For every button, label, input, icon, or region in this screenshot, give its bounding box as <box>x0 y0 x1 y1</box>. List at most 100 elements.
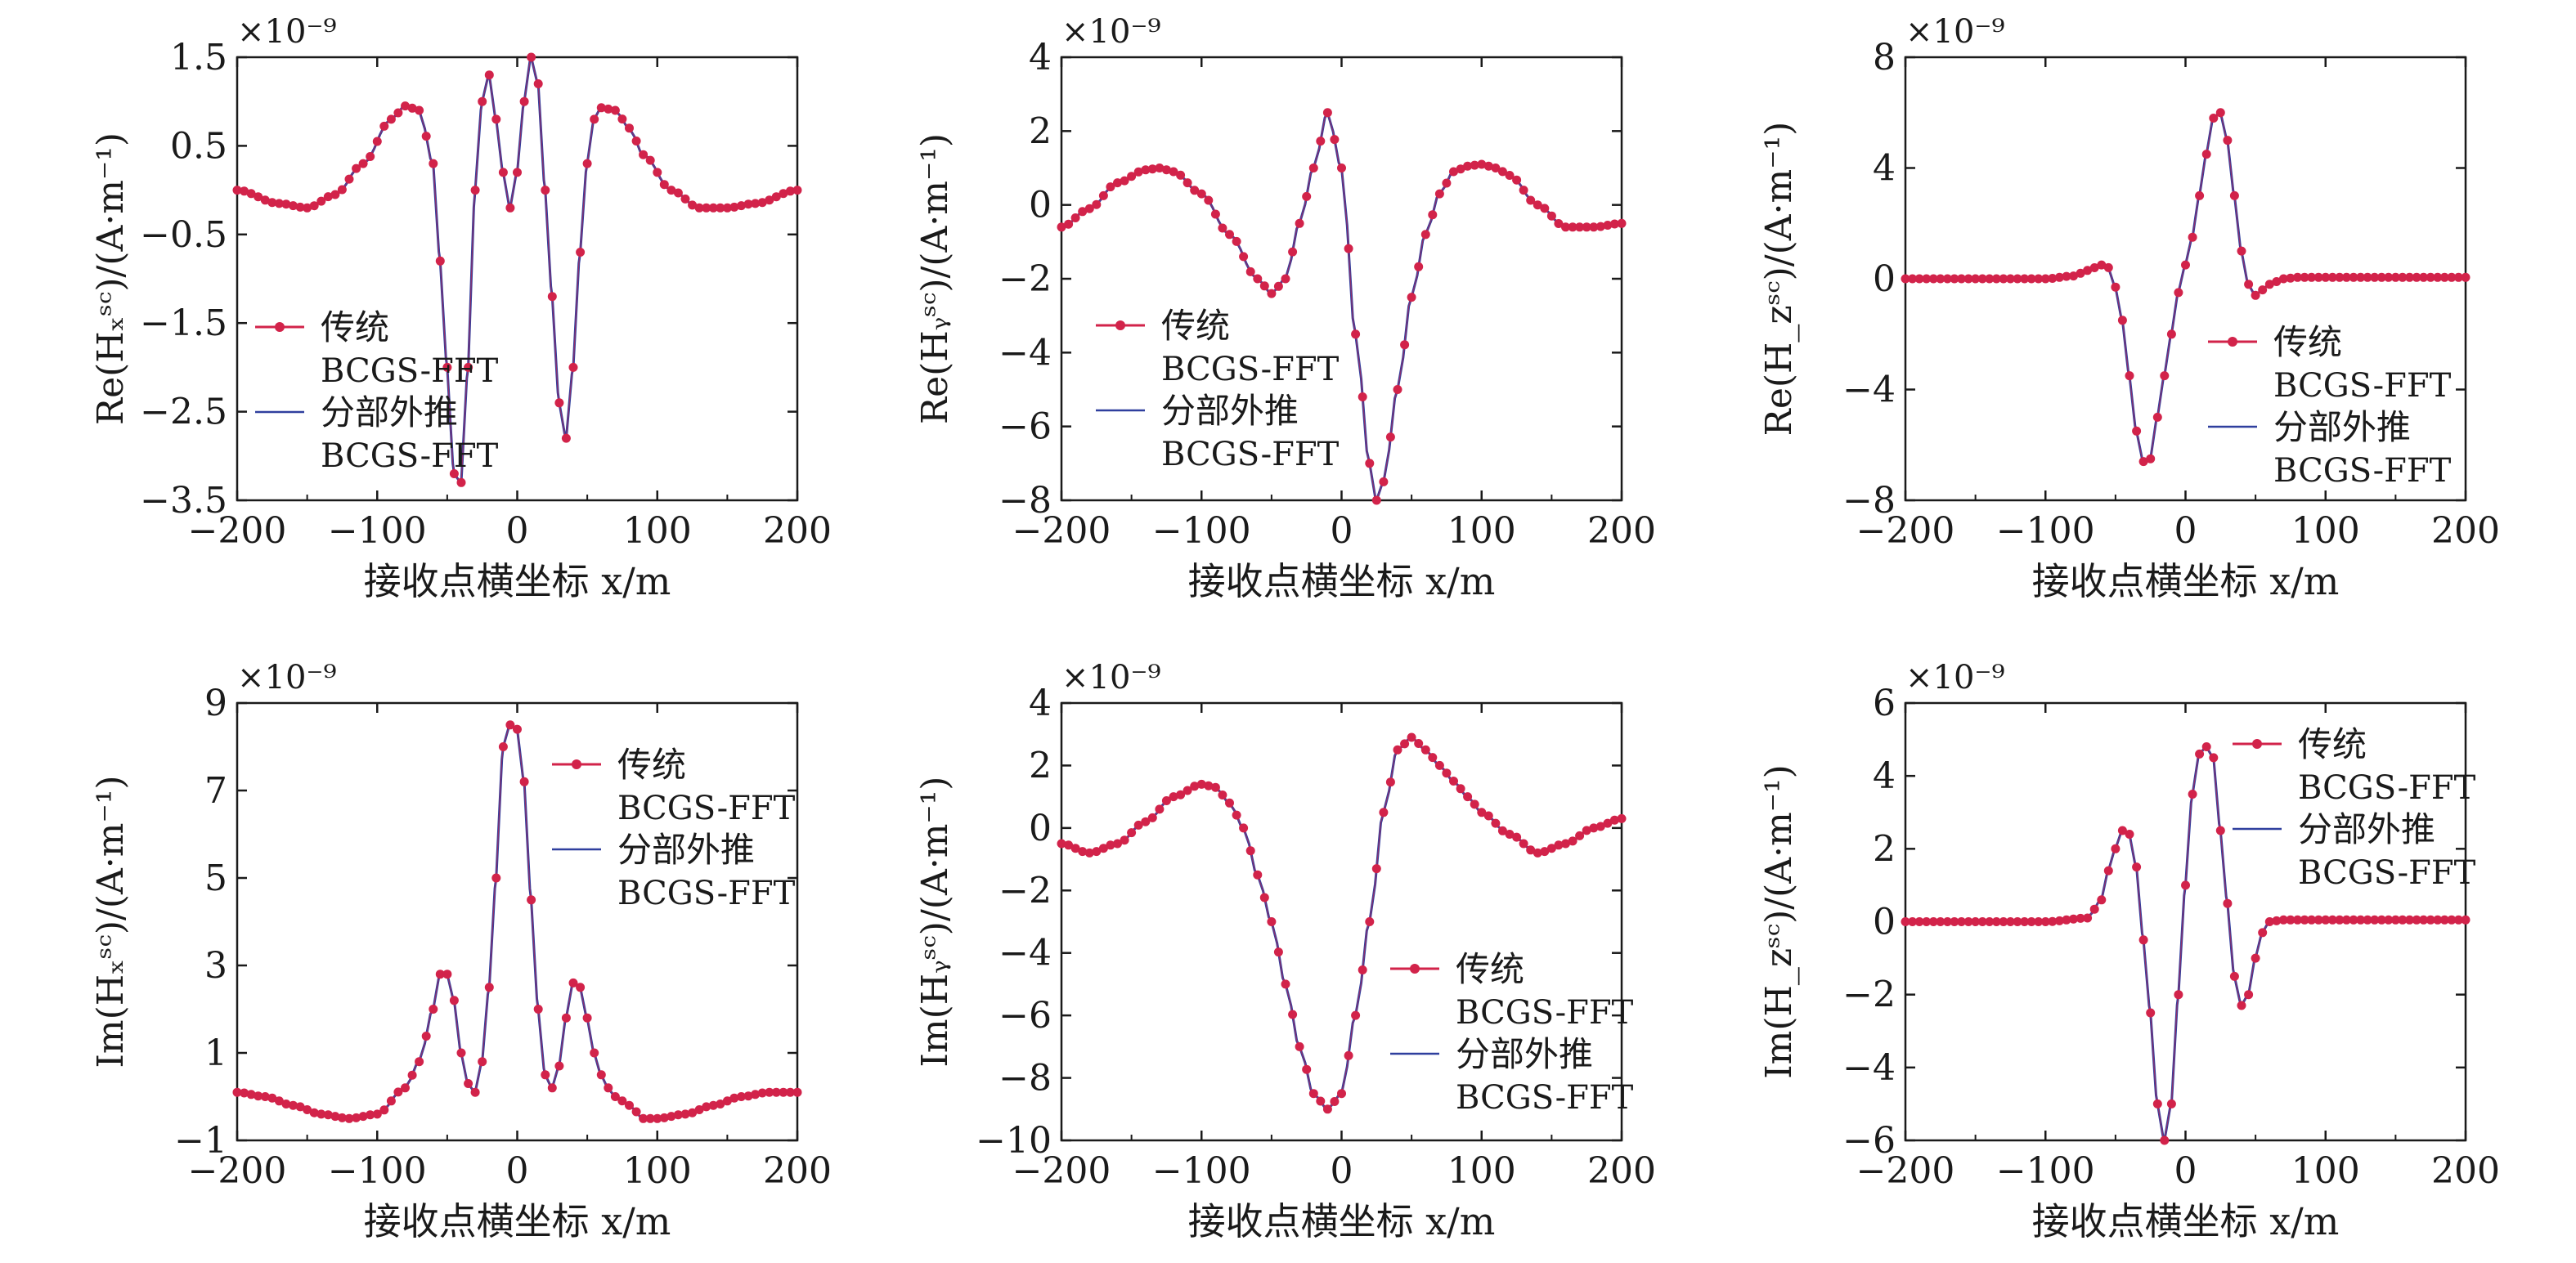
y-tick-label: 4 <box>1029 37 1052 78</box>
y-tick-label: 1.5 <box>170 37 227 78</box>
y-tick-label: −1 <box>174 1120 227 1162</box>
y-tick-label: 3 <box>204 945 227 987</box>
x-tick-label: −100 <box>328 1150 427 1192</box>
y-tick-label: 0 <box>1873 258 1896 300</box>
y-tick-label: 4 <box>1029 683 1052 724</box>
legend-label: 传统 <box>321 307 389 347</box>
legend-marker <box>1115 320 1125 330</box>
y-tick-label: −2 <box>1842 974 1896 1016</box>
y-tick-label: −2 <box>999 870 1052 911</box>
x-tick-label: 0 <box>1331 1150 1353 1192</box>
x-tick-label: −100 <box>1996 510 2095 552</box>
multiplier-label: ×10⁻⁹ <box>237 13 337 51</box>
y-tick-label: 4 <box>1873 755 1896 797</box>
series-line-traditional <box>1061 111 1622 502</box>
legend-label: 分部外推 <box>321 392 458 432</box>
multiplier-label: ×10⁻⁹ <box>1905 659 2005 696</box>
y-tick-label: 0 <box>1029 185 1052 226</box>
x-axis-label: 接收点横坐标 x/m <box>1188 559 1496 603</box>
legend-label: 分部外推 <box>2298 809 2435 849</box>
legend-label: BCGS-FFT <box>617 875 796 912</box>
legend-marker <box>2228 337 2237 347</box>
chart-panel-top-left: −200 −100 0 100 200 −3.5 −2.5 −1.5 −0.5 0.5 1.5 ×10… <box>90 13 832 603</box>
y-axis-label: Im(H_zˢᶜ)/(A·m⁻¹) <box>1758 764 1800 1079</box>
multiplier-label: ×10⁻⁹ <box>1061 659 1161 696</box>
x-tick-label: 100 <box>1447 510 1516 552</box>
y-axis-label: Im(Hᵧˢᶜ)/(A·m⁻¹) <box>914 777 956 1068</box>
x-tick-label: 100 <box>623 510 692 552</box>
legend-label: 分部外推 <box>617 830 755 870</box>
legend-label: BCGS-FFT <box>1161 351 1340 388</box>
y-axis-label: Re(Hᵧˢᶜ)/(A·m⁻¹) <box>914 133 956 424</box>
series-markers-traditional <box>232 720 802 1123</box>
x-tick-label: 200 <box>763 510 832 552</box>
chart-panel-top-right: −200 −100 0 100 200 −8 −4 0 4 8×10⁻⁹ Re(H_zˢᶜ)/(A·… <box>1758 13 2500 603</box>
y-tick-label: −8 <box>999 1058 1052 1100</box>
x-tick-label: 200 <box>1587 510 1656 552</box>
y-tick-label: 8 <box>1873 37 1896 78</box>
legend-label: 传统 <box>617 745 686 785</box>
y-tick-label: −6 <box>999 995 1052 1037</box>
y-tick-label: −6 <box>1842 1120 1896 1162</box>
x-tick-label: −100 <box>1152 1150 1251 1192</box>
x-axis-label: 接收点横坐标 x/m <box>2032 559 2340 603</box>
x-tick-label: −100 <box>1996 1150 2095 1192</box>
y-tick-label: 7 <box>204 770 227 812</box>
chart-panel-bottom-middle: −200 −100 0 100 200 −10 −8 −6 −4 −2 0 2 4×10⁻⁹ Im(Hᵧˢ… <box>914 659 1656 1243</box>
y-tick-label: −4 <box>1842 1047 1896 1089</box>
legend-marker <box>275 322 285 332</box>
y-tick-label: 2 <box>1029 745 1052 786</box>
x-tick-label: 100 <box>2291 1150 2360 1192</box>
legend-label: BCGS-FFT <box>1456 994 1634 1032</box>
y-tick-label: −4 <box>999 933 1052 974</box>
y-tick-label: −2 <box>999 258 1052 300</box>
x-tick-label: −200 <box>1856 1150 1955 1192</box>
legend-label: BCGS-FFT <box>2273 367 2452 405</box>
series-line-traditional <box>1905 112 2466 463</box>
x-axis-label: 接收点横坐标 x/m <box>1188 1199 1496 1243</box>
x-tick-label: 0 <box>506 1150 529 1192</box>
plot-frame <box>1060 701 1623 1142</box>
y-tick-label: −1.5 <box>140 302 227 344</box>
y-tick-label: −0.5 <box>140 214 227 256</box>
series-line-traditional <box>236 723 797 1119</box>
legend-marker <box>1410 964 1420 974</box>
multiplier-label: ×10⁻⁹ <box>1905 13 2005 51</box>
x-tick-label: 0 <box>1331 510 1353 552</box>
multiplier-label: ×10⁻⁹ <box>1061 13 1161 51</box>
x-tick-label: 200 <box>763 1150 832 1192</box>
multiplier-label: ×10⁻⁹ <box>237 659 337 696</box>
x-axis-label: 接收点横坐标 x/m <box>364 559 671 603</box>
x-tick-label: 100 <box>623 1150 692 1192</box>
y-tick-label: −2.5 <box>140 392 227 433</box>
legend-marker <box>2252 739 2262 749</box>
legend-label: BCGS-FFT <box>321 352 499 390</box>
y-tick-label: −8 <box>999 480 1052 522</box>
legend-label: 传统 <box>2298 724 2367 764</box>
series-markers-traditional <box>1057 108 1627 505</box>
chart-panel-bottom-left: −200 −100 0 100 200 −1 1 3 5 7 9 ×10⁻⁹ Im(Hₓˢᶜ)/(A·m… <box>90 659 832 1243</box>
x-tick-label: 0 <box>2174 1150 2197 1192</box>
x-tick-label: 200 <box>2431 510 2500 552</box>
x-tick-label: 200 <box>1587 1150 1656 1192</box>
y-tick-label: 0 <box>1029 808 1052 849</box>
legend-label: BCGS-FFT <box>2273 452 2452 490</box>
chart-panel-top-middle: −200 −100 0 100 200 −8 −6 −4 −2 0 2 4×10⁻⁹ Re(Hᵧˢᶜ)/… <box>914 13 1656 603</box>
legend-label: 传统 <box>1161 306 1230 346</box>
legend-label: 分部外推 <box>2273 407 2411 447</box>
y-tick-label: 2 <box>1029 110 1052 152</box>
series-line-extrapolated <box>236 723 797 1120</box>
series-line-traditional <box>1905 746 2466 1143</box>
y-tick-label: −8 <box>1842 480 1896 522</box>
x-tick-label: −100 <box>328 510 427 552</box>
y-tick-label: −6 <box>999 406 1052 448</box>
x-tick-label: 200 <box>2431 1150 2500 1192</box>
series-line-traditional <box>1061 737 1622 1110</box>
y-tick-label: 0.5 <box>170 125 227 167</box>
